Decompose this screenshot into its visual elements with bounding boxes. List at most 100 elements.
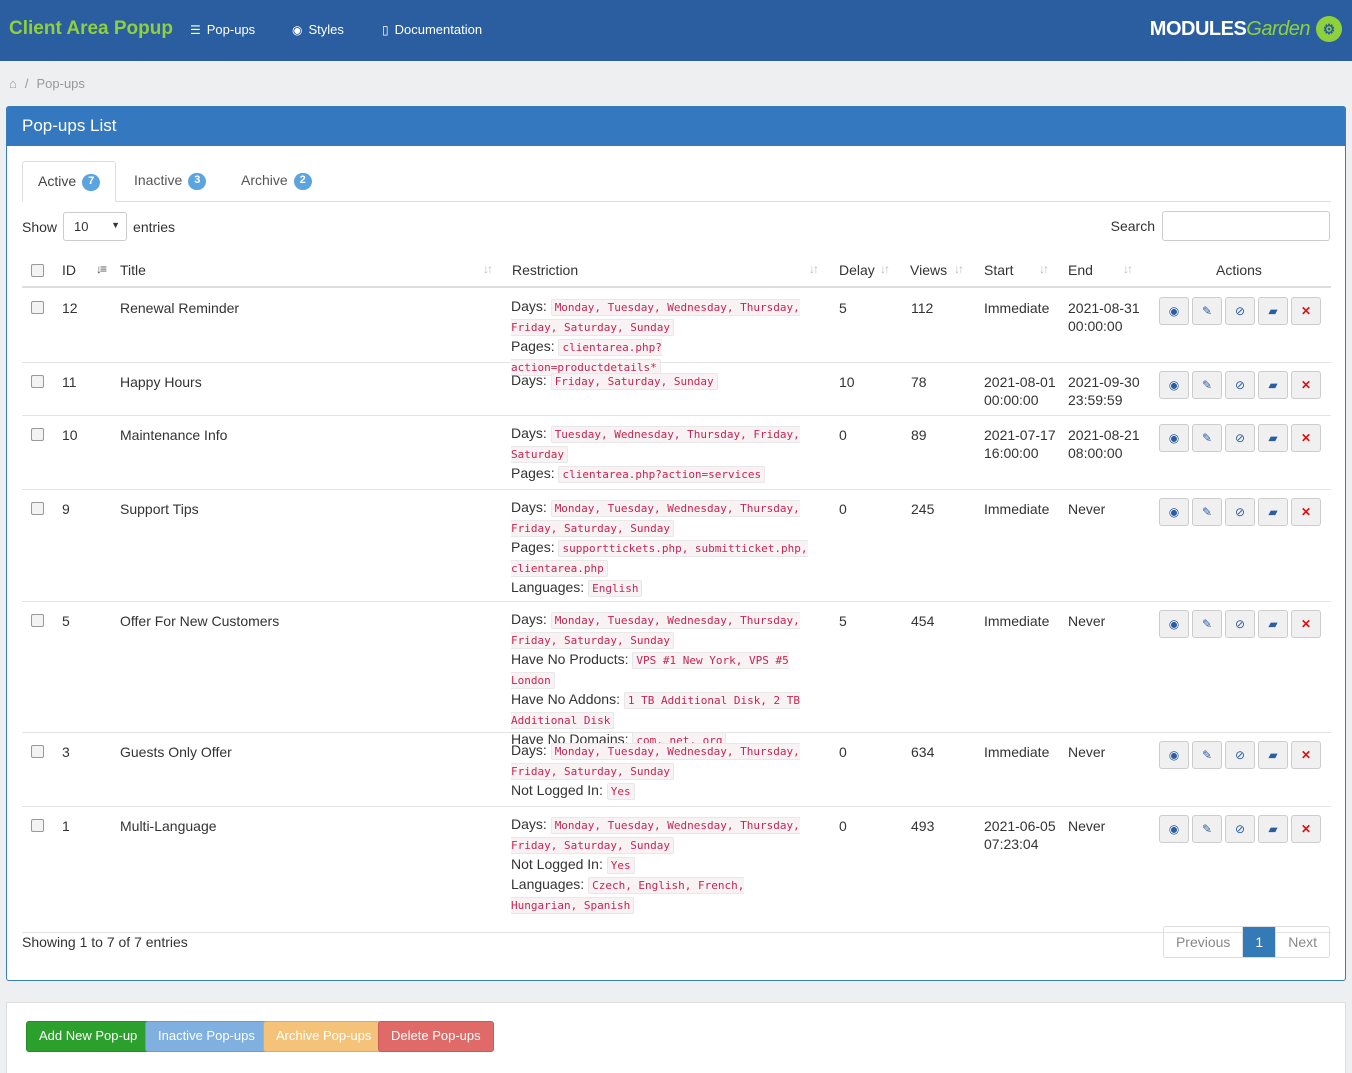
row-checkbox[interactable]: [31, 745, 44, 758]
restriction-value: supporttickets.php, submitticket.php, cl…: [511, 540, 808, 577]
row-id: 3: [62, 744, 70, 760]
preview-button[interactable]: ◉: [1159, 610, 1189, 638]
caret-down-icon: ▼: [111, 220, 121, 230]
pagination-next[interactable]: Next: [1288, 934, 1317, 950]
edit-button[interactable]: ✎: [1192, 741, 1222, 769]
header-title[interactable]: Title: [120, 262, 146, 278]
inactive-popups-button[interactable]: Inactive Pop-ups: [145, 1021, 268, 1052]
delete-button[interactable]: ✕: [1291, 424, 1321, 452]
row-checkbox[interactable]: [31, 301, 44, 314]
edit-button[interactable]: ✎: [1192, 610, 1222, 638]
preview-button[interactable]: ◉: [1159, 815, 1189, 843]
ban-icon: ⊘: [1234, 617, 1246, 631]
delete-popups-button[interactable]: Delete Pop-ups: [378, 1021, 494, 1052]
row-views: 634: [911, 744, 935, 760]
delete-button[interactable]: ✕: [1291, 371, 1321, 399]
table-row[interactable]: 5 Offer For New Customers Days: Monday, Tu…: [22, 602, 1331, 749]
select-all-checkbox[interactable]: [31, 264, 44, 277]
archive-button[interactable]: ▰: [1258, 815, 1288, 843]
delete-button[interactable]: ✕: [1291, 297, 1321, 325]
edit-button[interactable]: ✎: [1192, 371, 1222, 399]
table-row[interactable]: 10 Maintenance Info Days: Tuesday, Wednesd…: [22, 416, 1331, 490]
delete-button[interactable]: ✕: [1291, 498, 1321, 526]
sort-icon[interactable]: ↓↑: [483, 262, 493, 276]
nav-styles[interactable]: ◉ Styles: [292, 22, 344, 37]
app-title[interactable]: Client Area Popup: [9, 18, 173, 39]
nav-popups[interactable]: ☰ Pop-ups: [190, 22, 255, 37]
row-actions: ◉ ✎ ⊘ ▰ ✕: [1159, 815, 1321, 843]
tab-active[interactable]: Active 7: [22, 161, 117, 202]
archive-button[interactable]: ▰: [1258, 610, 1288, 638]
deactivate-button[interactable]: ⊘: [1225, 610, 1255, 638]
preview-button[interactable]: ◉: [1159, 498, 1189, 526]
table-row[interactable]: 1 Multi-Language Days: Monday, Tuesday, We…: [22, 807, 1331, 933]
restriction-label: Days:: [511, 611, 547, 627]
archive-button[interactable]: ▰: [1258, 741, 1288, 769]
preview-button[interactable]: ◉: [1159, 424, 1189, 452]
edit-button[interactable]: ✎: [1192, 297, 1222, 325]
row-checkbox[interactable]: [31, 819, 44, 832]
sort-icon[interactable]: ↓↑: [880, 262, 890, 276]
tab-archive[interactable]: Archive 2: [226, 161, 327, 202]
modulesgarden-logo[interactable]: MODULESGarden ⚙: [1150, 16, 1342, 42]
deactivate-button[interactable]: ⊘: [1225, 815, 1255, 843]
sort-desc-icon[interactable]: ↓≡: [96, 262, 107, 276]
archive-button[interactable]: ▰: [1258, 297, 1288, 325]
nav-documentation[interactable]: ▯ Documentation: [382, 22, 482, 37]
table-row[interactable]: 9 Support Tips Days: Monday, Tuesday, Wedn…: [22, 490, 1331, 602]
row-checkbox[interactable]: [31, 502, 44, 515]
archive-button[interactable]: ▰: [1258, 424, 1288, 452]
close-icon: ✕: [1300, 748, 1312, 762]
ban-icon: ⊘: [1234, 822, 1246, 836]
search-input[interactable]: [1162, 211, 1330, 241]
restriction-label: Not Logged In:: [511, 782, 603, 798]
sort-icon[interactable]: ↓↑: [1123, 262, 1133, 276]
table-row[interactable]: 11 Happy Hours Days: Friday, Saturday, Sun…: [22, 363, 1331, 416]
header-end[interactable]: End: [1068, 262, 1093, 278]
row-checkbox[interactable]: [31, 375, 44, 388]
restriction-label: Days:: [511, 816, 547, 832]
tab-inactive[interactable]: Inactive 3: [119, 161, 221, 202]
deactivate-button[interactable]: ⊘: [1225, 741, 1255, 769]
header-restriction[interactable]: Restriction: [512, 262, 579, 278]
sort-icon[interactable]: ↓↑: [1039, 262, 1049, 276]
sort-icon[interactable]: ↓↑: [809, 262, 819, 276]
header-id[interactable]: ID: [62, 262, 76, 278]
restriction-label: Languages:: [511, 579, 585, 595]
delete-button[interactable]: ✕: [1291, 610, 1321, 638]
restriction-value: Monday, Tuesday, Wednesday, Thursday, Fr…: [511, 500, 800, 537]
edit-button[interactable]: ✎: [1192, 424, 1222, 452]
row-id: 11: [62, 374, 77, 390]
archive-popups-button[interactable]: Archive Pop-ups: [263, 1021, 385, 1052]
preview-button[interactable]: ◉: [1159, 297, 1189, 325]
deactivate-button[interactable]: ⊘: [1225, 297, 1255, 325]
deactivate-button[interactable]: ⊘: [1225, 424, 1255, 452]
row-restriction: Days: Friday, Saturday, Sunday: [511, 371, 811, 391]
archive-button[interactable]: ▰: [1258, 498, 1288, 526]
home-icon[interactable]: ⌂: [9, 76, 17, 91]
header-views[interactable]: Views: [910, 262, 948, 278]
preview-button[interactable]: ◉: [1159, 371, 1189, 399]
sort-icon[interactable]: ↓↑: [954, 262, 964, 276]
table-row[interactable]: 12 Renewal Reminder Days: Monday, Tuesday,…: [22, 289, 1331, 376]
row-checkbox[interactable]: [31, 428, 44, 441]
preview-button[interactable]: ◉: [1159, 741, 1189, 769]
pagination-previous[interactable]: Previous: [1164, 927, 1244, 957]
delete-button[interactable]: ✕: [1291, 815, 1321, 843]
deactivate-button[interactable]: ⊘: [1225, 498, 1255, 526]
edit-button[interactable]: ✎: [1192, 815, 1222, 843]
header-delay[interactable]: Delay: [839, 262, 875, 278]
row-checkbox[interactable]: [31, 614, 44, 627]
search-control: Search: [1111, 211, 1330, 241]
edit-button[interactable]: ✎: [1192, 498, 1222, 526]
page-length-select[interactable]: 10 ▼: [63, 212, 128, 241]
add-new-popup-button[interactable]: Add New Pop-up: [26, 1021, 151, 1052]
delete-button[interactable]: ✕: [1291, 741, 1321, 769]
deactivate-button[interactable]: ⊘: [1225, 371, 1255, 399]
archive-button[interactable]: ▰: [1258, 371, 1288, 399]
table-info: Showing 1 to 7 of 7 entries: [22, 934, 188, 950]
table-row[interactable]: 3 Guests Only Offer Days: Monday, Tuesday,…: [22, 733, 1331, 807]
header-start[interactable]: Start: [984, 262, 1014, 278]
entries-label: entries: [133, 218, 176, 235]
pagination-page[interactable]: 1: [1243, 927, 1277, 957]
